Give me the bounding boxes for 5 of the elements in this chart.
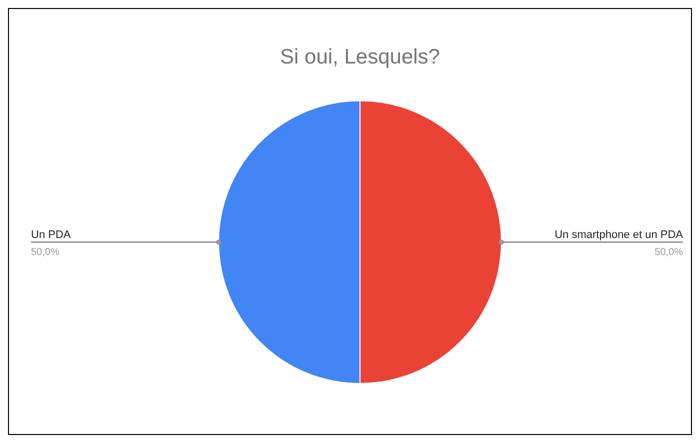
slice-label: Un smartphone et un PDA <box>554 229 684 242</box>
data-label: 50,0% <box>31 247 60 258</box>
chart-title: Si oui, Lesquels? <box>280 45 440 68</box>
slice-label: Un PDA <box>31 229 72 242</box>
data-label: 50,0% <box>654 247 684 258</box>
